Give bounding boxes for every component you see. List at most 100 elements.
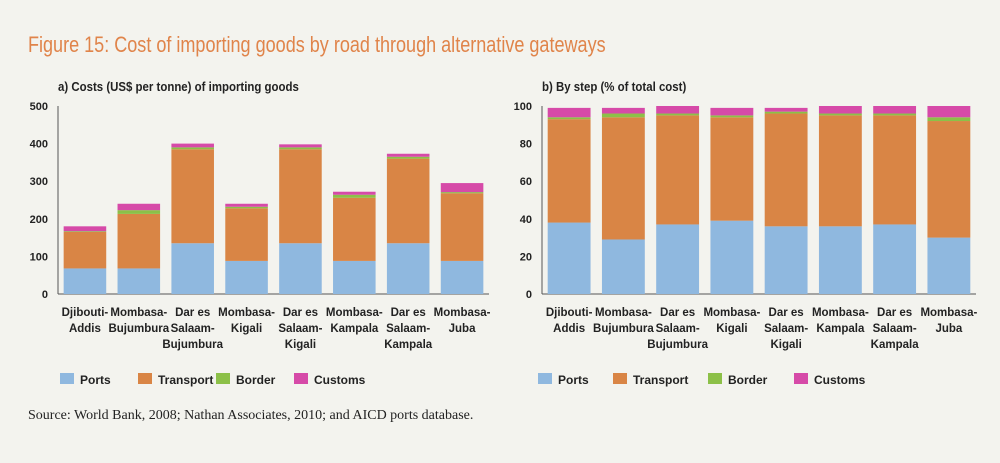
x-tick-label: Salaam- (656, 323, 700, 335)
x-tick-label: Addis (553, 323, 585, 335)
x-tick-label: Juba (449, 323, 476, 335)
figure-title: Figure 15: Cost of importing goods by ro… (28, 32, 606, 57)
bar-ports-2 (171, 243, 214, 294)
bar-border-0 (63, 231, 107, 232)
y-tick-label: 200 (30, 214, 48, 226)
bar-ports-5 (818, 226, 862, 294)
legend-swatch-customs (794, 373, 808, 384)
x-tick-label: Dar es (769, 307, 804, 319)
bar-transport-0 (63, 231, 107, 269)
x-tick-label: Dar es (660, 307, 695, 319)
bar-transport-6 (873, 115, 917, 225)
legend-label-border: Border (236, 373, 276, 387)
x-tick-label: Dar es (877, 307, 912, 319)
x-tick-label: Mombasa- (218, 307, 275, 319)
x-tick-label: Dar es (391, 307, 426, 319)
bar-transport-6 (386, 158, 430, 244)
bar-customs-0 (63, 226, 107, 232)
legend-label-customs: Customs (814, 373, 866, 387)
legend-swatch-transport (613, 373, 627, 384)
x-tick-label: Kigali (770, 339, 801, 351)
bar-ports-5 (333, 260, 376, 294)
bar-transport-3 (710, 117, 754, 221)
x-tick-label: Addis (69, 323, 101, 335)
bar-border-7 (440, 192, 484, 194)
bar-customs-2 (171, 143, 214, 148)
bar-ports-7 (440, 260, 484, 294)
legend-swatch-border (708, 373, 722, 384)
bar-border-5 (818, 113, 862, 116)
bar-ports-2 (656, 224, 700, 294)
bar-transport-5 (333, 197, 376, 261)
bar-border-1 (117, 210, 161, 214)
bar-border-2 (171, 147, 214, 150)
y-tick-label: 40 (520, 214, 532, 226)
bar-customs-7 (927, 106, 971, 118)
legend-label-ports: Ports (80, 373, 111, 387)
x-tick-label: Salaam- (386, 323, 430, 335)
x-tick-label: Mombasa- (326, 307, 383, 319)
bar-transport-1 (117, 213, 161, 269)
y-tick-label: 0 (526, 289, 532, 301)
bar-border-4 (764, 111, 808, 114)
bar-border-0 (547, 117, 591, 120)
x-tick-label: Kampala (384, 339, 433, 351)
bar-transport-7 (927, 121, 971, 238)
bar-transport-5 (818, 115, 862, 227)
bar-customs-4 (279, 144, 322, 148)
bar-transport-3 (225, 208, 268, 261)
x-tick-label: Bujumbura (108, 323, 169, 335)
x-tick-label: Mombasa- (110, 307, 167, 319)
y-tick-label: 100 (514, 101, 532, 113)
bar-transport-2 (171, 149, 214, 244)
y-tick-label: 100 (30, 251, 48, 263)
bar-transport-0 (547, 119, 591, 223)
bar-ports-3 (710, 220, 754, 294)
bar-transport-4 (279, 149, 322, 244)
x-tick-label: Kampala (871, 339, 920, 351)
bar-border-6 (873, 113, 917, 116)
bar-customs-5 (818, 106, 862, 114)
chart-a: 0 100 200 300 400 500 Djibouti- Addis Mombasa- Bu… (30, 101, 491, 387)
y-tick-label: 0 (42, 289, 48, 301)
legend-label-customs: Customs (314, 373, 366, 387)
x-tick-label: Bujumbura (593, 323, 654, 335)
bar-border-4 (279, 147, 322, 150)
bar-customs-6 (873, 106, 917, 114)
bar-customs-6 (386, 153, 430, 157)
x-tick-label: Mombasa- (812, 307, 869, 319)
y-tick-label: 80 (520, 139, 532, 151)
x-tick-label: Djibouti- (62, 307, 109, 319)
bar-transport-2 (656, 115, 700, 225)
x-tick-label: Kampala (816, 323, 865, 335)
bar-border-2 (656, 113, 700, 116)
bar-ports-1 (601, 239, 645, 294)
x-tick-label: Dar es (283, 307, 318, 319)
x-tick-label: Salaam- (873, 323, 917, 335)
x-tick-label: Kampala (330, 323, 379, 335)
legend-label-ports: Ports (558, 373, 589, 387)
legend-swatch-ports (538, 373, 552, 384)
x-tick-label: Salaam- (764, 323, 808, 335)
legend-swatch-ports (60, 373, 74, 384)
bar-ports-6 (386, 243, 430, 294)
legend-swatch-transport (138, 373, 152, 384)
x-tick-label: Bujumbura (647, 339, 708, 351)
bar-transport-1 (601, 117, 645, 240)
bar-ports-7 (927, 237, 971, 294)
x-tick-label: Mombasa- (595, 307, 652, 319)
legend-label-border: Border (728, 373, 768, 387)
bar-border-1 (601, 113, 645, 118)
bar-transport-7 (440, 193, 484, 261)
bar-customs-4 (764, 107, 808, 112)
x-tick-label: Juba (935, 323, 962, 335)
y-tick-label: 20 (520, 251, 532, 263)
x-tick-label: Djibouti- (546, 307, 593, 319)
x-tick-label: Kigali (716, 323, 747, 335)
bar-transport-4 (764, 113, 808, 227)
x-tick-label: Salaam- (171, 323, 215, 335)
bar-ports-4 (764, 226, 808, 294)
bar-ports-0 (63, 268, 107, 294)
bar-ports-6 (873, 224, 917, 294)
